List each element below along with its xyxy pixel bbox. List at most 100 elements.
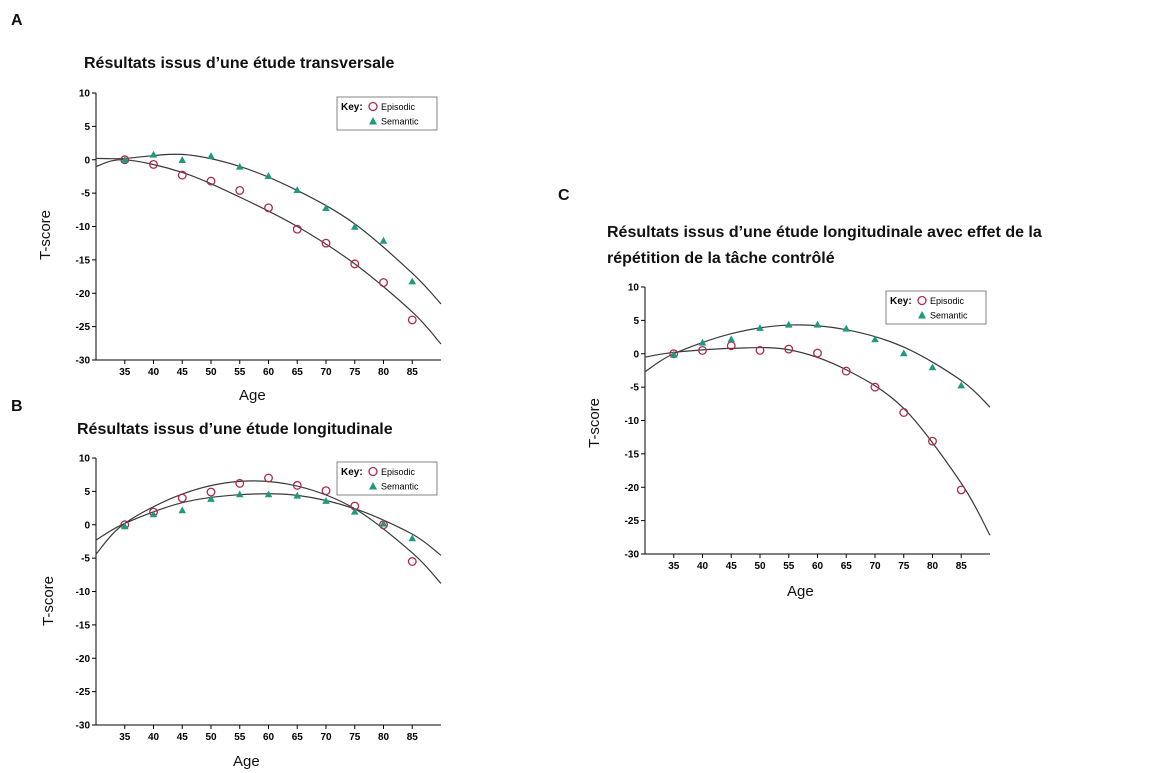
panel-a-xlabel: Age bbox=[239, 387, 266, 404]
x-tick-label: 45 bbox=[177, 367, 189, 378]
legend: Key: Episodic Semantic bbox=[336, 96, 438, 131]
semantic-point bbox=[293, 186, 302, 193]
semantic-point bbox=[322, 497, 330, 504]
panel-c-title-line2: répétition de la tâche contrôlé bbox=[607, 250, 835, 267]
panel-b-ylabel: T-score bbox=[40, 575, 57, 626]
semantic-point bbox=[178, 156, 187, 163]
legend-key-label: Key: bbox=[890, 296, 912, 307]
semantic-point bbox=[350, 507, 359, 515]
panel-b-xlabel: Age bbox=[233, 753, 260, 770]
panel-c-xlabel: Age bbox=[787, 583, 814, 600]
x-tick-label: 75 bbox=[349, 732, 361, 743]
x-tick-label: 55 bbox=[234, 367, 246, 378]
x-tick-label: 80 bbox=[378, 367, 390, 378]
panel-a-ylabel: T-score bbox=[37, 209, 54, 260]
x-tick-label: 80 bbox=[927, 561, 939, 572]
semantic-point bbox=[957, 381, 966, 389]
x-tick-label: 40 bbox=[697, 561, 709, 572]
y-tick-label: 5 bbox=[84, 122, 90, 133]
semantic-fit-curve bbox=[95, 493, 442, 556]
semantic-point bbox=[178, 506, 187, 514]
legend-semantic-marker bbox=[369, 482, 377, 490]
y-tick-label: -10 bbox=[76, 222, 91, 233]
x-tick-label: 60 bbox=[263, 732, 275, 743]
episodic-point bbox=[407, 315, 417, 325]
semantic-point bbox=[149, 510, 158, 518]
legend-semantic-label: Semantic bbox=[930, 311, 968, 321]
episodic-fit-curve bbox=[95, 159, 442, 345]
semantic-point bbox=[149, 150, 158, 158]
x-tick-label: 35 bbox=[119, 732, 131, 743]
semantic-point bbox=[120, 522, 129, 530]
semantic-point bbox=[235, 490, 244, 498]
legend: Key: Episodic Semantic bbox=[885, 290, 987, 325]
semantic-point bbox=[322, 204, 330, 212]
legend-box bbox=[336, 96, 438, 131]
episodic-point bbox=[292, 224, 302, 234]
semantic-point bbox=[813, 320, 822, 328]
semantic-point bbox=[756, 324, 764, 331]
x-tick-label: 35 bbox=[668, 561, 680, 572]
legend-semantic-label: Semantic bbox=[381, 117, 419, 127]
x-tick-label: 45 bbox=[177, 732, 189, 743]
legend-key-label: Key: bbox=[341, 467, 363, 478]
episodic-point bbox=[928, 436, 937, 446]
episodic-point bbox=[177, 170, 187, 180]
y-tick-label: 0 bbox=[84, 520, 90, 531]
legend-episodic-label: Episodic bbox=[381, 102, 416, 112]
semantic-point bbox=[784, 320, 793, 328]
x-tick-label: 50 bbox=[754, 561, 766, 572]
episodic-point bbox=[264, 473, 273, 483]
episodic-point bbox=[120, 155, 130, 165]
episodic-point bbox=[321, 238, 331, 248]
panel-a-letter: A bbox=[11, 12, 23, 29]
panel-c-letter: C bbox=[558, 187, 570, 204]
x-tick-label: 50 bbox=[205, 732, 217, 743]
semantic-point bbox=[207, 495, 215, 502]
semantic-point bbox=[871, 335, 879, 343]
y-tick-label: 10 bbox=[79, 89, 91, 100]
legend-episodic-label: Episodic bbox=[381, 467, 416, 477]
panel-a-title: Résultats issus d’une étude transversale bbox=[84, 55, 395, 72]
episodic-point bbox=[755, 345, 765, 355]
x-tick-label: 70 bbox=[320, 367, 332, 378]
semantic-point bbox=[727, 335, 736, 343]
panel-c-ylabel: T-score bbox=[586, 397, 603, 448]
y-tick-label: 5 bbox=[633, 316, 639, 327]
legend-episodic-label: Episodic bbox=[930, 296, 965, 306]
semantic-point bbox=[379, 519, 388, 527]
semantic-point bbox=[120, 156, 129, 163]
x-tick-label: 55 bbox=[234, 732, 246, 743]
legend-episodic-marker bbox=[917, 295, 927, 306]
episodic-point bbox=[841, 366, 851, 376]
legend-key-label: Key: bbox=[341, 102, 363, 113]
semantic-point bbox=[350, 222, 359, 230]
episodic-point bbox=[206, 487, 216, 497]
episodic-point bbox=[870, 382, 880, 392]
y-tick-label: -25 bbox=[625, 516, 640, 527]
legend-episodic-marker bbox=[368, 101, 378, 112]
x-tick-label: 60 bbox=[263, 367, 275, 378]
semantic-point bbox=[293, 491, 302, 499]
x-tick-label: 40 bbox=[148, 732, 160, 743]
x-tick-label: 55 bbox=[783, 561, 795, 572]
episodic-point bbox=[407, 557, 417, 566]
x-tick-label: 65 bbox=[292, 367, 304, 378]
episodic-point bbox=[292, 480, 302, 490]
episodic-point bbox=[321, 486, 331, 496]
x-tick-label: 70 bbox=[320, 732, 332, 743]
panel-b-letter: B bbox=[11, 398, 23, 415]
episodic-point bbox=[899, 408, 909, 417]
y-tick-label: -5 bbox=[81, 189, 90, 200]
y-tick-label: 10 bbox=[628, 283, 640, 294]
x-tick-label: 80 bbox=[378, 732, 390, 743]
y-tick-label: 10 bbox=[79, 454, 91, 465]
y-tick-label: -5 bbox=[630, 383, 639, 394]
y-tick-label: -5 bbox=[81, 554, 90, 565]
semantic-point bbox=[842, 324, 851, 332]
x-tick-label: 35 bbox=[119, 367, 131, 378]
semantic-fit-curve bbox=[644, 324, 991, 408]
panel-c-title-line1: Résultats issus d’une étude longitudinal… bbox=[607, 224, 1042, 241]
episodic-point bbox=[784, 344, 794, 354]
